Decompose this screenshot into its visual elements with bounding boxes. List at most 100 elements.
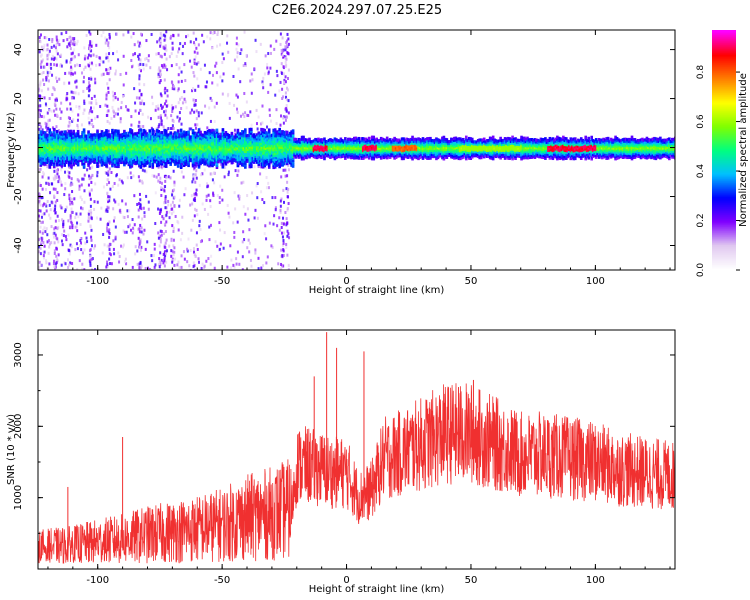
band-cell — [248, 139, 252, 143]
noise-cell — [90, 118, 93, 122]
noise-cell — [106, 82, 109, 86]
band-cell — [235, 141, 238, 146]
band-cell — [40, 144, 44, 148]
noise-cell — [105, 226, 108, 230]
band-cell — [263, 128, 267, 133]
band-cell — [42, 148, 46, 152]
band-cell — [60, 130, 63, 134]
band-cell — [123, 143, 126, 147]
band-cell — [294, 155, 298, 159]
band-cell — [206, 157, 210, 161]
noise-cell — [157, 165, 160, 169]
noise-cell — [105, 265, 108, 269]
band-cell — [269, 159, 273, 164]
noise-cell — [203, 168, 206, 172]
noise-cell — [39, 230, 42, 234]
noise-cell — [143, 169, 146, 173]
band-cell — [293, 137, 296, 141]
band-cell — [144, 147, 147, 152]
noise-cell — [91, 63, 94, 67]
noise-cell — [52, 235, 55, 239]
band-cell — [43, 137, 47, 141]
band-cell — [149, 148, 153, 153]
noise-cell — [60, 232, 63, 236]
noise-cell — [44, 121, 47, 125]
band-cell — [215, 159, 219, 164]
band-cell — [297, 139, 301, 144]
band-cell — [105, 135, 108, 139]
band-cell — [157, 135, 161, 140]
band-cell — [199, 162, 202, 166]
band-cell — [91, 147, 95, 152]
band-cell — [179, 148, 183, 152]
noise-cell — [154, 108, 157, 112]
band-cell — [138, 160, 141, 164]
noise-cell — [159, 116, 162, 120]
band-cell — [63, 155, 66, 160]
band-cell — [306, 138, 310, 142]
band-cell — [99, 140, 102, 145]
noise-cell — [38, 214, 41, 218]
noise-cell — [157, 125, 160, 129]
band-cell — [176, 156, 180, 160]
band-cell — [163, 162, 167, 166]
noise-cell — [39, 62, 42, 66]
band-cell — [123, 137, 126, 141]
band-cell — [60, 134, 63, 138]
band-cell — [66, 147, 69, 151]
band-cell — [91, 159, 95, 163]
noise-cell — [222, 57, 225, 61]
band-cell — [111, 130, 114, 135]
noise-cell — [266, 66, 269, 70]
noise-cell — [43, 256, 46, 260]
band-cell — [127, 155, 131, 159]
band-cell — [248, 161, 252, 165]
band-cell — [155, 154, 159, 158]
band-cell — [220, 134, 223, 138]
noise-cell — [264, 54, 267, 58]
band-cell — [275, 132, 278, 136]
noise-cell — [120, 106, 123, 110]
noise-cell — [239, 80, 242, 84]
noise-cell — [221, 92, 224, 96]
noise-cell — [38, 87, 41, 91]
band-cell — [69, 135, 72, 139]
band-cell — [72, 159, 75, 163]
noise-cell — [178, 119, 181, 123]
band-cell — [205, 151, 208, 155]
band-cell — [273, 149, 277, 154]
band-cell — [275, 155, 278, 160]
band-cell — [263, 152, 267, 156]
band-cell — [221, 128, 225, 132]
band-cell — [257, 152, 261, 157]
noise-cell — [193, 41, 196, 45]
band-cell — [302, 157, 305, 161]
noise-cell — [53, 251, 56, 255]
noise-cell — [53, 88, 56, 92]
band-cell — [85, 148, 89, 152]
band-cell — [169, 147, 172, 151]
band-cell — [272, 163, 275, 168]
noise-cell — [69, 216, 72, 220]
band-cell — [158, 146, 162, 150]
band-cell — [223, 138, 226, 142]
band-cell — [148, 146, 152, 151]
band-cell — [123, 133, 126, 137]
band-cell — [63, 138, 66, 142]
band-cell — [67, 145, 71, 149]
band-cell — [145, 149, 149, 154]
band-cell — [100, 132, 104, 136]
noise-cell — [201, 172, 204, 176]
noise-cell — [245, 100, 248, 104]
noise-cell — [284, 45, 287, 49]
band-cell — [257, 154, 261, 159]
band-cell — [169, 139, 172, 143]
band-cell — [239, 161, 243, 165]
band-cell — [157, 149, 161, 153]
noise-cell — [139, 62, 142, 66]
band-cell — [302, 137, 305, 141]
band-cell — [224, 140, 228, 145]
noise-cell — [287, 232, 290, 236]
band-cell — [38, 137, 41, 142]
